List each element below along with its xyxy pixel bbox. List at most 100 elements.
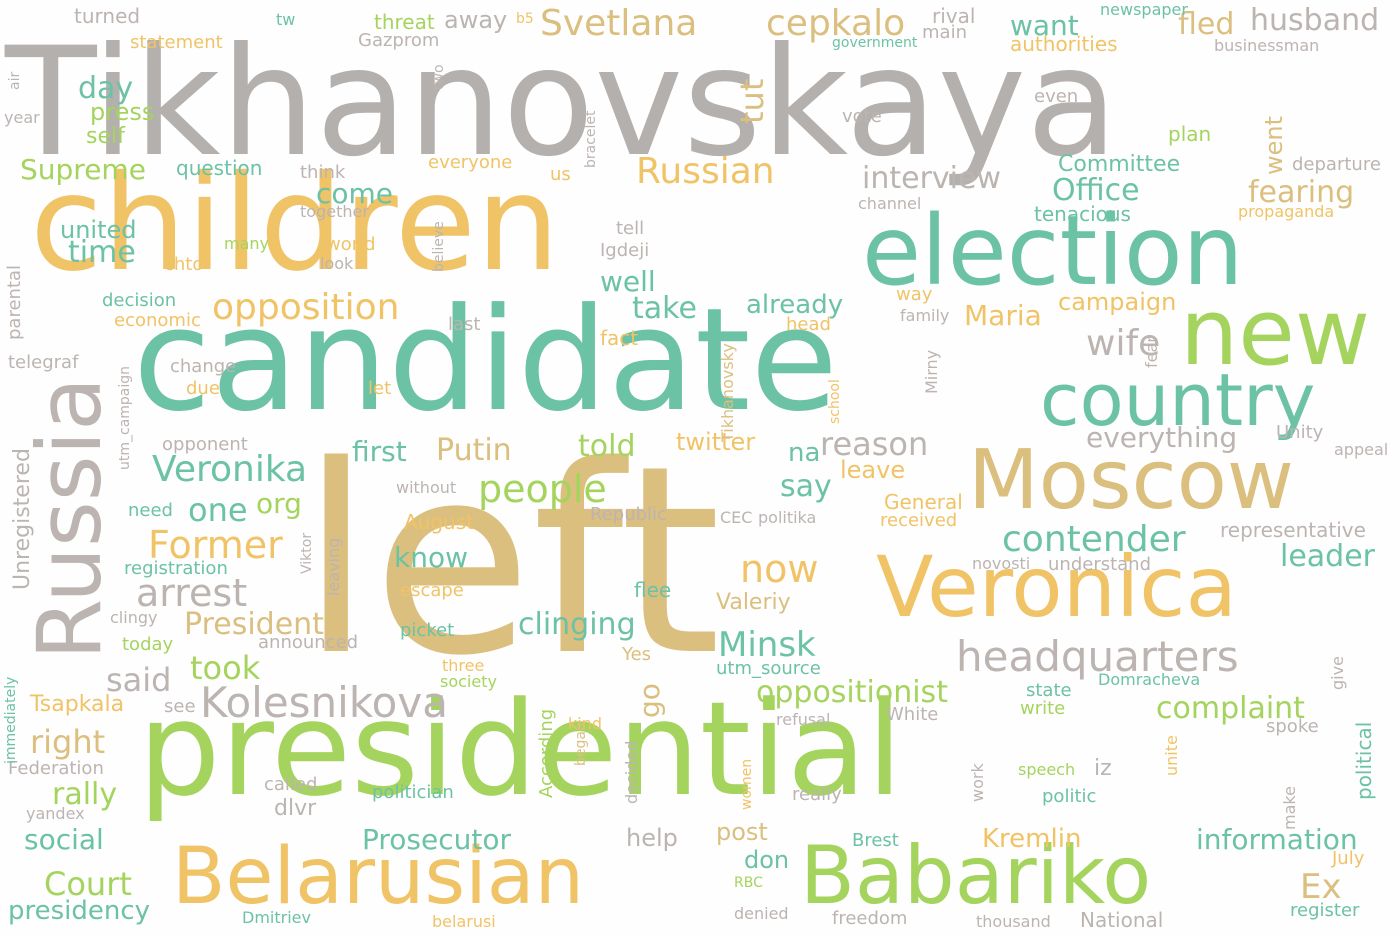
word-post: post xyxy=(716,818,768,846)
word-called: called xyxy=(264,774,318,795)
word-maria: Maria xyxy=(964,299,1042,332)
word-prosecutor: Prosecutor xyxy=(362,823,511,856)
word-court: Court xyxy=(44,865,132,903)
word-everything: everything xyxy=(1086,421,1238,454)
word-plan: plan xyxy=(1168,122,1212,146)
word-oppositionist: oppositionist xyxy=(756,675,948,710)
word-state: state xyxy=(1026,680,1072,701)
word-yes: Yes xyxy=(622,644,652,665)
word-propaganda: propaganda xyxy=(1238,202,1335,221)
word-government: government xyxy=(832,35,918,51)
word-decision: decision xyxy=(102,290,177,311)
word-supreme: Supreme xyxy=(20,153,146,186)
word-july: July xyxy=(1332,848,1365,869)
word-work: work xyxy=(968,763,987,802)
word-utm-source: utm_source xyxy=(716,658,821,679)
word-president: President xyxy=(184,607,324,642)
word-year: year xyxy=(4,108,40,127)
word-time: time xyxy=(68,235,136,270)
word-politician: politician xyxy=(372,782,454,803)
word-united: united xyxy=(60,216,137,244)
word-register: register xyxy=(1290,900,1360,921)
word-chto: chto xyxy=(164,254,204,275)
word-viktor: Viktor xyxy=(299,532,315,574)
word-unity: Unity xyxy=(1276,422,1324,443)
word-really: really xyxy=(792,784,842,805)
word-kind: kind xyxy=(568,714,603,733)
word-dlvr: dlvr xyxy=(274,796,317,821)
word-received: received xyxy=(880,510,958,531)
word-away: away xyxy=(444,6,508,34)
word-don: don xyxy=(744,846,790,874)
word-iz: iz xyxy=(1094,756,1112,781)
word-rival: rival xyxy=(932,4,976,28)
word-august: August xyxy=(404,510,474,534)
word-complaint: complaint xyxy=(1156,691,1305,726)
word-children: children xyxy=(30,147,560,301)
word-took: took xyxy=(190,649,261,687)
word-political: political xyxy=(1352,721,1376,800)
word-everyone: everyone xyxy=(428,152,513,173)
word-representative: representative xyxy=(1220,518,1366,542)
word-telegraf: telegraf xyxy=(8,352,79,373)
word-leader: leader xyxy=(1280,539,1376,574)
word-domracheva: Domracheva xyxy=(1098,670,1201,689)
word-russia: Russia xyxy=(18,376,121,660)
word-leave: leave xyxy=(840,456,906,484)
word-candidate: candidate xyxy=(133,278,838,443)
word-utm-campaign: utm_campaign xyxy=(117,365,133,470)
word-opposition: opposition xyxy=(212,287,400,328)
word-babariko: Babariko xyxy=(800,829,1152,922)
word-tut: tut xyxy=(733,78,771,124)
word-arrest: arrest xyxy=(136,571,248,615)
word-school: school xyxy=(827,379,843,424)
word-refusal: refusal xyxy=(776,710,831,729)
word-appeal: appeal xyxy=(1334,440,1389,459)
word-new: new xyxy=(1180,279,1371,386)
word-businessman: businessman xyxy=(1214,36,1320,55)
word-say: say xyxy=(780,469,832,504)
word-people: people xyxy=(478,467,607,511)
word-org: org xyxy=(256,487,302,520)
word-flee: flee xyxy=(634,578,672,602)
word-spoke: spoke xyxy=(1266,716,1319,737)
word-tsapkala: Tsapkala xyxy=(30,692,125,717)
word-make: make xyxy=(1280,786,1299,830)
word-clingy: clingy xyxy=(110,608,158,627)
word-gazprom: Gazprom xyxy=(358,30,440,51)
word-even: even xyxy=(1034,86,1079,107)
word-first: first xyxy=(352,435,407,468)
word-veronica: Veronica xyxy=(876,538,1237,636)
word-social: social xyxy=(24,823,104,856)
word-let: let xyxy=(368,378,392,399)
word-three: three xyxy=(442,656,485,675)
word-take: take xyxy=(632,291,697,326)
word-country: country xyxy=(1040,358,1316,442)
word-one: one xyxy=(188,491,248,529)
word-valeriy: Valeriy xyxy=(716,590,791,615)
word-white: White xyxy=(886,704,939,725)
word-want: want xyxy=(1010,9,1079,42)
word-ex: Ex xyxy=(1300,867,1342,907)
word-threat: threat xyxy=(374,10,435,34)
word-rally: rally xyxy=(52,777,118,812)
word-b5: b5 xyxy=(516,11,534,27)
word-election: election xyxy=(862,195,1244,307)
word-tw: tw xyxy=(276,10,296,29)
word-fled: fled xyxy=(1178,7,1235,42)
word-brest: Brest xyxy=(852,830,899,851)
word-bracelet: bracelet xyxy=(583,110,599,168)
word-tikhanovsky: Tikhanovsky xyxy=(718,343,737,442)
word-russian: Russian xyxy=(636,151,775,192)
word-national: National xyxy=(1080,908,1164,932)
word-escape: escape xyxy=(400,580,464,601)
word-novosti: novosti xyxy=(972,554,1031,573)
word-economic: economic xyxy=(114,310,201,331)
word-family: family xyxy=(900,306,950,325)
word-go: go xyxy=(633,683,666,718)
word-left: left xyxy=(300,411,722,713)
word-together: together xyxy=(300,202,369,221)
word-know: know xyxy=(394,541,468,574)
word-picket: picket xyxy=(400,620,455,641)
